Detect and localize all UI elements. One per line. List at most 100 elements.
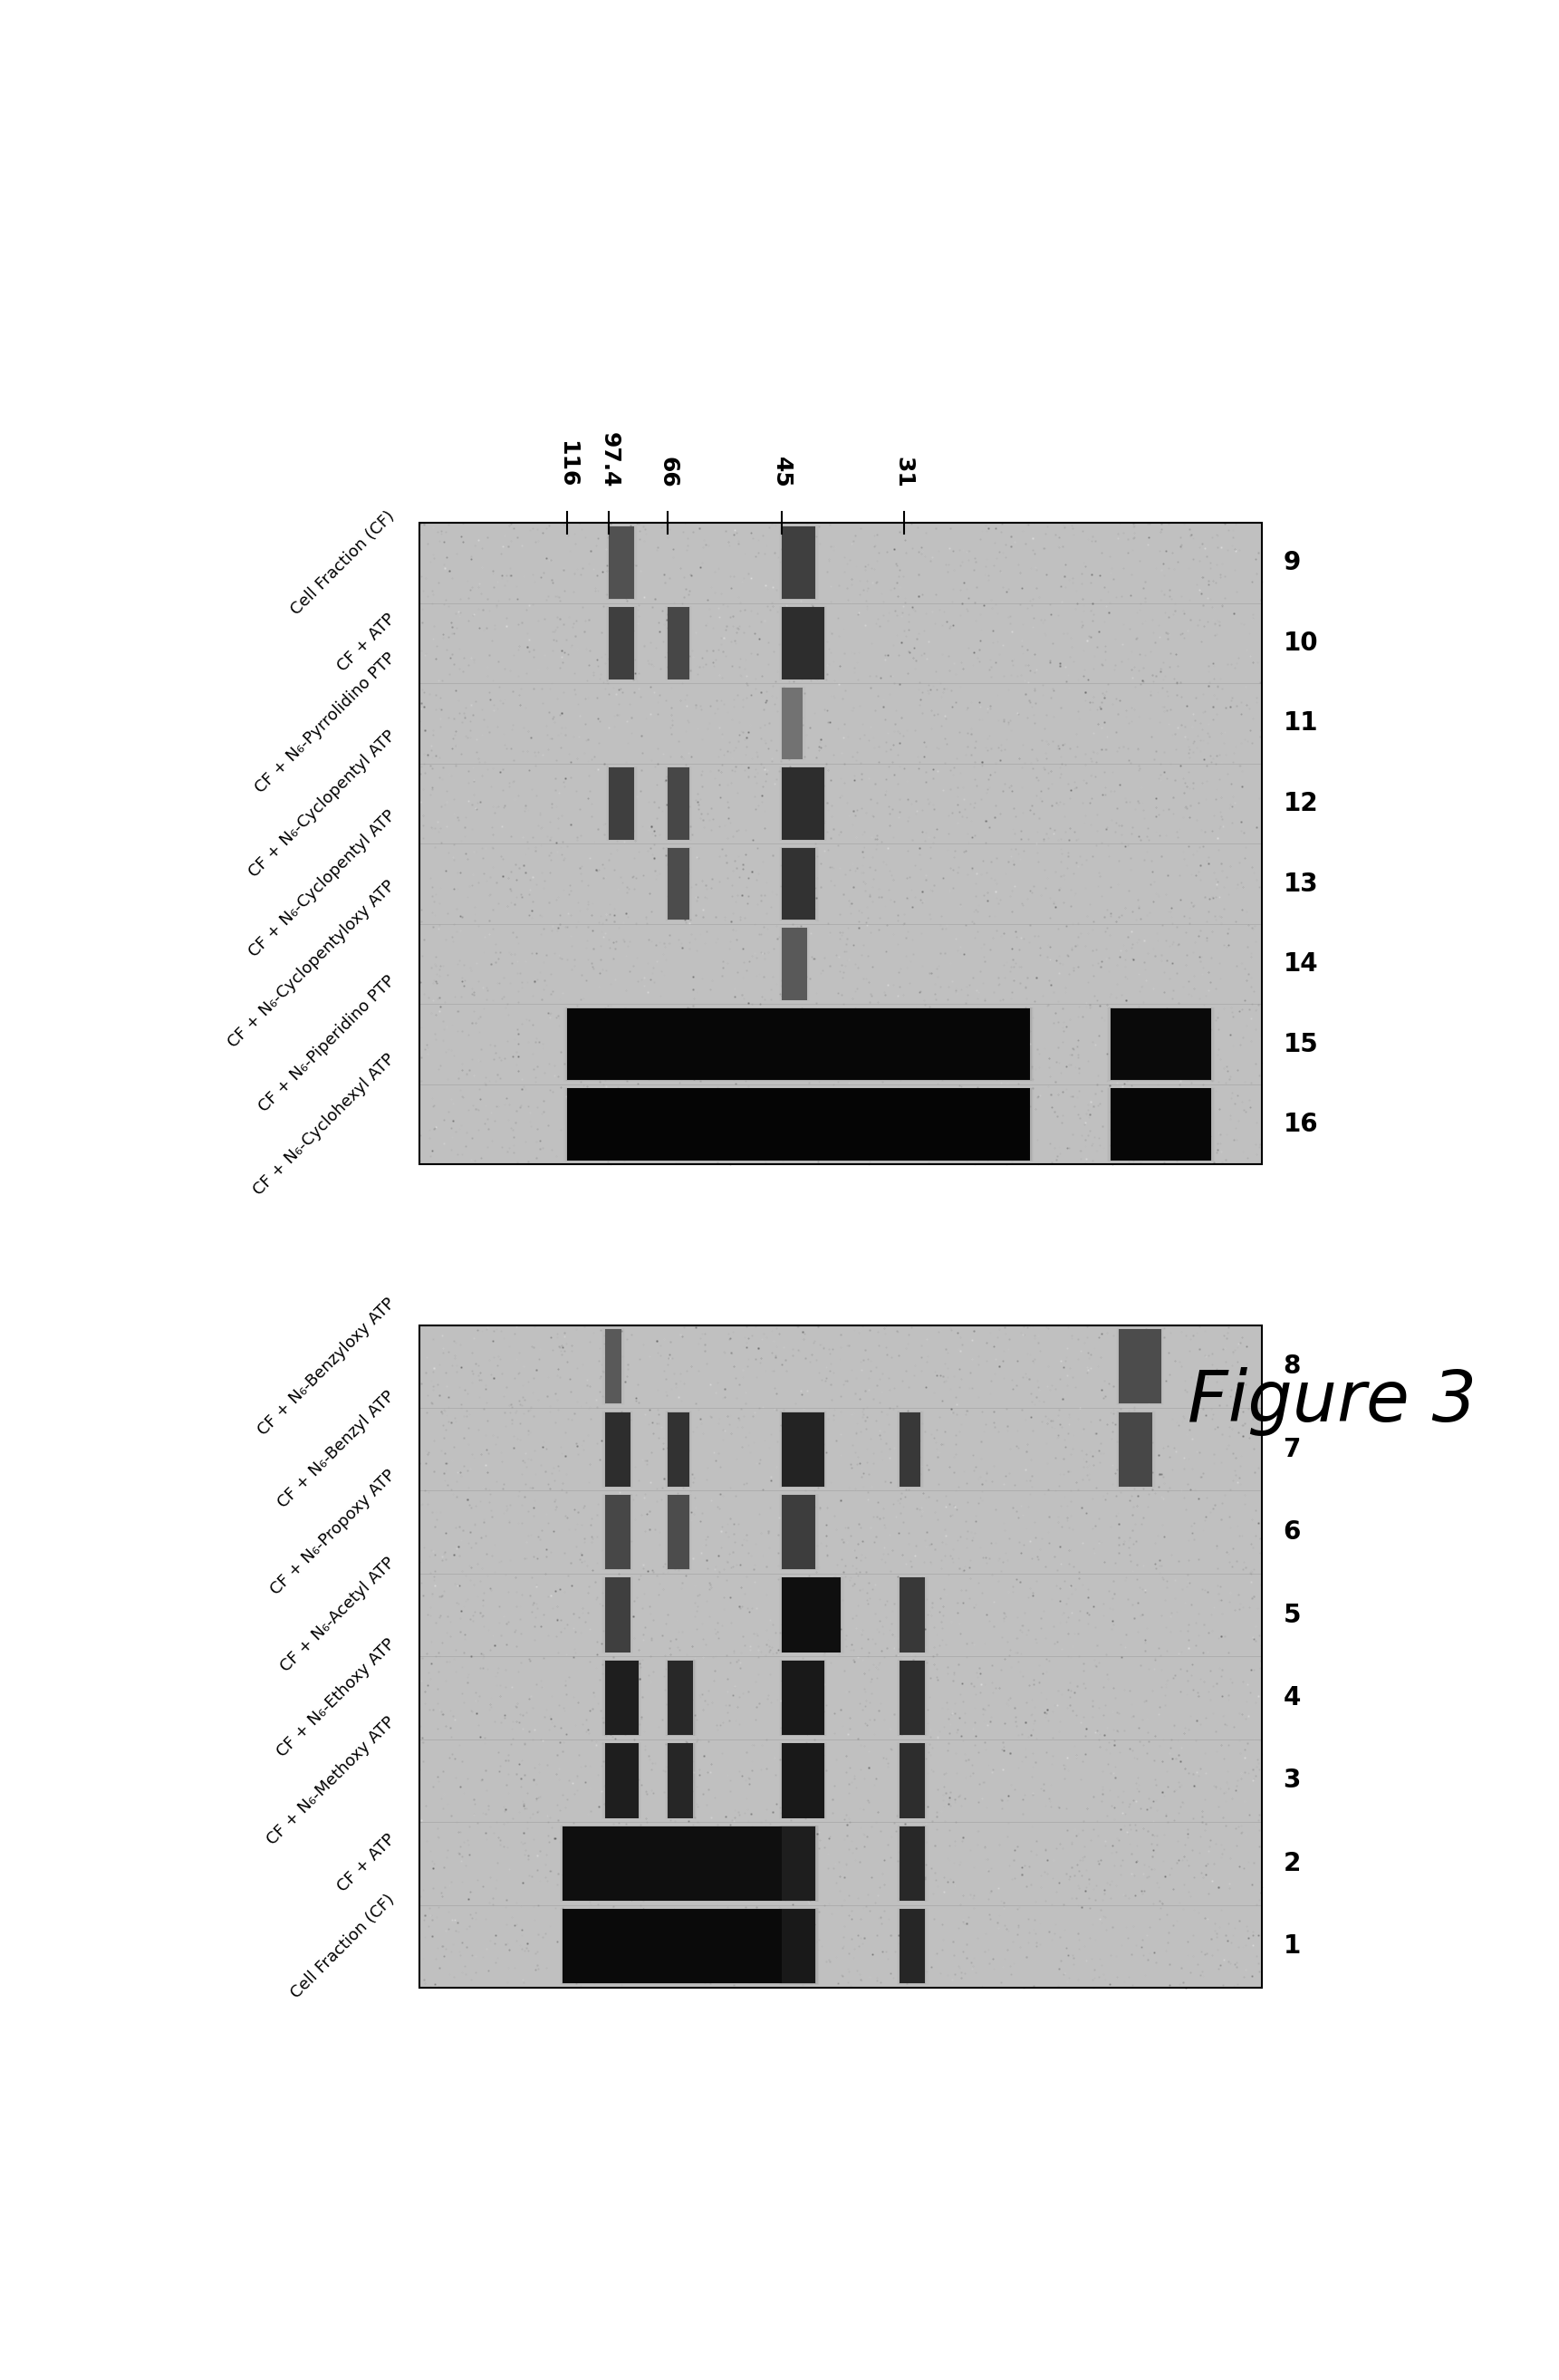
Bar: [781, 1495, 815, 1568]
Text: 6: 6: [1283, 1518, 1300, 1545]
Bar: [561, 1825, 817, 1902]
Bar: [781, 688, 804, 759]
Bar: [564, 1007, 1034, 1081]
Bar: [780, 847, 817, 921]
Bar: [780, 1825, 817, 1902]
Text: CF + N₆-Acetyl ATP: CF + N₆-Acetyl ATP: [278, 1554, 399, 1676]
Bar: [900, 1825, 924, 1902]
Bar: [605, 1661, 639, 1735]
Bar: [669, 1745, 694, 1818]
Bar: [898, 1742, 926, 1818]
Bar: [419, 524, 1261, 1164]
Bar: [780, 1742, 826, 1818]
Bar: [781, 1495, 817, 1571]
Text: CF + N₆-Methoxy ATP: CF + N₆-Methoxy ATP: [263, 1714, 399, 1847]
Text: CF + N₆-Piperidino PTP: CF + N₆-Piperidino PTP: [256, 973, 399, 1116]
Bar: [778, 1825, 818, 1902]
Bar: [606, 607, 636, 681]
Bar: [669, 847, 689, 921]
Bar: [896, 1909, 928, 1985]
Bar: [1118, 1411, 1154, 1488]
Bar: [610, 526, 635, 600]
Bar: [667, 607, 691, 681]
Bar: [898, 1578, 928, 1654]
Text: 3: 3: [1283, 1768, 1300, 1795]
Bar: [564, 1088, 1034, 1161]
Bar: [666, 1411, 691, 1488]
Text: 1: 1: [1283, 1933, 1300, 1959]
Bar: [666, 607, 691, 681]
Bar: [564, 1088, 1032, 1161]
Text: CF + N₆-Ethoxy ATP: CF + N₆-Ethoxy ATP: [274, 1635, 399, 1761]
Text: CF + N₆-Cyclopentyloxy ATP: CF + N₆-Cyclopentyloxy ATP: [224, 878, 399, 1052]
Bar: [605, 1411, 630, 1488]
Bar: [602, 1328, 625, 1404]
Bar: [419, 1326, 1261, 1987]
Bar: [781, 928, 808, 1000]
Bar: [781, 688, 803, 759]
Text: 5: 5: [1283, 1602, 1300, 1628]
Bar: [781, 1909, 815, 1983]
Bar: [608, 607, 636, 681]
Bar: [667, 766, 691, 840]
Bar: [603, 1661, 639, 1735]
Bar: [606, 526, 636, 600]
Bar: [898, 1742, 928, 1818]
Bar: [608, 526, 636, 600]
Bar: [1116, 1328, 1165, 1404]
Bar: [669, 607, 689, 678]
Bar: [1119, 1328, 1161, 1404]
Bar: [898, 1659, 928, 1735]
Bar: [666, 1742, 695, 1818]
Bar: [1107, 1007, 1214, 1081]
Bar: [900, 1909, 924, 1983]
Bar: [781, 1825, 815, 1902]
Text: Figure 3: Figure 3: [1188, 1368, 1476, 1435]
Text: CF + ATP: CF + ATP: [334, 1830, 399, 1894]
Bar: [419, 1326, 1261, 1987]
Bar: [778, 607, 828, 681]
Bar: [896, 1576, 928, 1654]
Bar: [780, 928, 809, 1002]
Bar: [567, 1009, 1030, 1081]
Bar: [781, 1825, 817, 1902]
Bar: [896, 1411, 924, 1488]
Text: 8: 8: [1283, 1354, 1300, 1378]
Bar: [898, 1825, 926, 1902]
Bar: [667, 1411, 691, 1488]
Bar: [778, 847, 818, 921]
Text: 116: 116: [557, 440, 578, 488]
Bar: [778, 1659, 828, 1735]
Bar: [781, 607, 825, 681]
Bar: [603, 1411, 631, 1488]
Bar: [781, 1661, 825, 1735]
Text: CF + N₆-Benzyl ATP: CF + N₆-Benzyl ATP: [276, 1388, 399, 1511]
Bar: [898, 1578, 926, 1652]
Bar: [664, 1742, 697, 1818]
Bar: [778, 1576, 843, 1654]
Text: Cell Fraction (CF): Cell Fraction (CF): [288, 1892, 399, 2002]
Text: CF + N₆-Cyclohexyl ATP: CF + N₆-Cyclohexyl ATP: [251, 1050, 399, 1200]
Text: 16: 16: [1283, 1111, 1317, 1138]
Bar: [1119, 1411, 1152, 1488]
Text: 31: 31: [893, 457, 915, 488]
Bar: [780, 1659, 826, 1735]
Bar: [564, 1007, 1032, 1081]
Bar: [778, 926, 811, 1002]
Bar: [781, 1909, 817, 1985]
Bar: [781, 1411, 825, 1488]
Bar: [780, 1495, 817, 1571]
Bar: [781, 1578, 842, 1652]
Text: CF + N₆-Pyrrolidino PTP: CF + N₆-Pyrrolidino PTP: [253, 650, 399, 797]
Bar: [664, 1495, 692, 1571]
Bar: [900, 1411, 921, 1488]
Bar: [781, 1742, 825, 1818]
Bar: [781, 1411, 823, 1488]
Bar: [664, 766, 692, 840]
Bar: [780, 1909, 817, 1985]
Bar: [900, 1578, 924, 1652]
Bar: [419, 524, 1261, 1164]
Bar: [781, 1745, 823, 1818]
Bar: [603, 1411, 633, 1488]
Bar: [781, 766, 825, 840]
